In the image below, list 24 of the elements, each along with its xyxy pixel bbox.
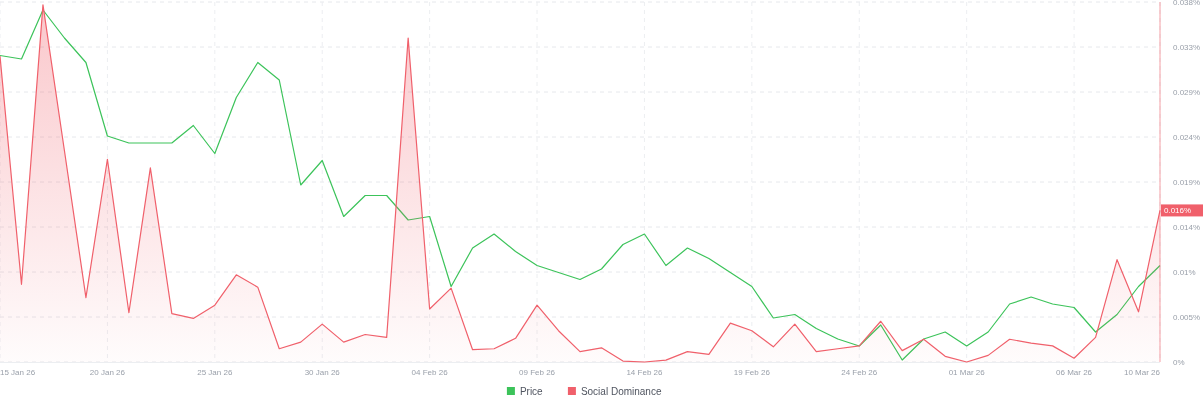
- x-tick-label: 14 Feb 26: [626, 367, 664, 377]
- x-tick-label: 15 Jan 26: [0, 367, 36, 377]
- x-tick-label: 06 Mar 26: [1056, 367, 1093, 377]
- text: 0.016%: [1164, 206, 1192, 216]
- x-tick-label: 10 Mar 26: [1123, 367, 1161, 377]
- y2-tick-label: 0.019%: [1173, 177, 1201, 187]
- x-tick-label: 24 Feb 26: [841, 367, 878, 377]
- y2-tick-label: 0.033%: [1173, 42, 1201, 52]
- y2-tick-label: 0.038%: [1173, 0, 1201, 7]
- x-tick-label: 01 Mar 26: [948, 367, 986, 377]
- y2-tick-label: 0.024%: [1173, 132, 1201, 142]
- x-tick-label: 04 Feb 26: [411, 367, 449, 377]
- x-tick-label: 25 Jan 26: [197, 367, 233, 377]
- x-tick-label: 19 Feb 26: [733, 367, 771, 377]
- legend-label: Social Dominance: [580, 385, 662, 397]
- y2-tick-label: 0.005%: [1173, 312, 1201, 322]
- x-tick-label: 30 Jan 26: [304, 367, 341, 377]
- y2-tick-label: 0.029%: [1173, 87, 1201, 97]
- y2-tick-label: 0%: [1173, 357, 1185, 367]
- y2-tick-label: 0.014%: [1173, 222, 1201, 232]
- legend-label: Price: [519, 385, 544, 397]
- x-tick-label: 20 Jan 26: [89, 367, 126, 377]
- x-tick-label: 09 Feb 26: [519, 367, 556, 377]
- y2-tick-label: 0.01%: [1173, 267, 1196, 277]
